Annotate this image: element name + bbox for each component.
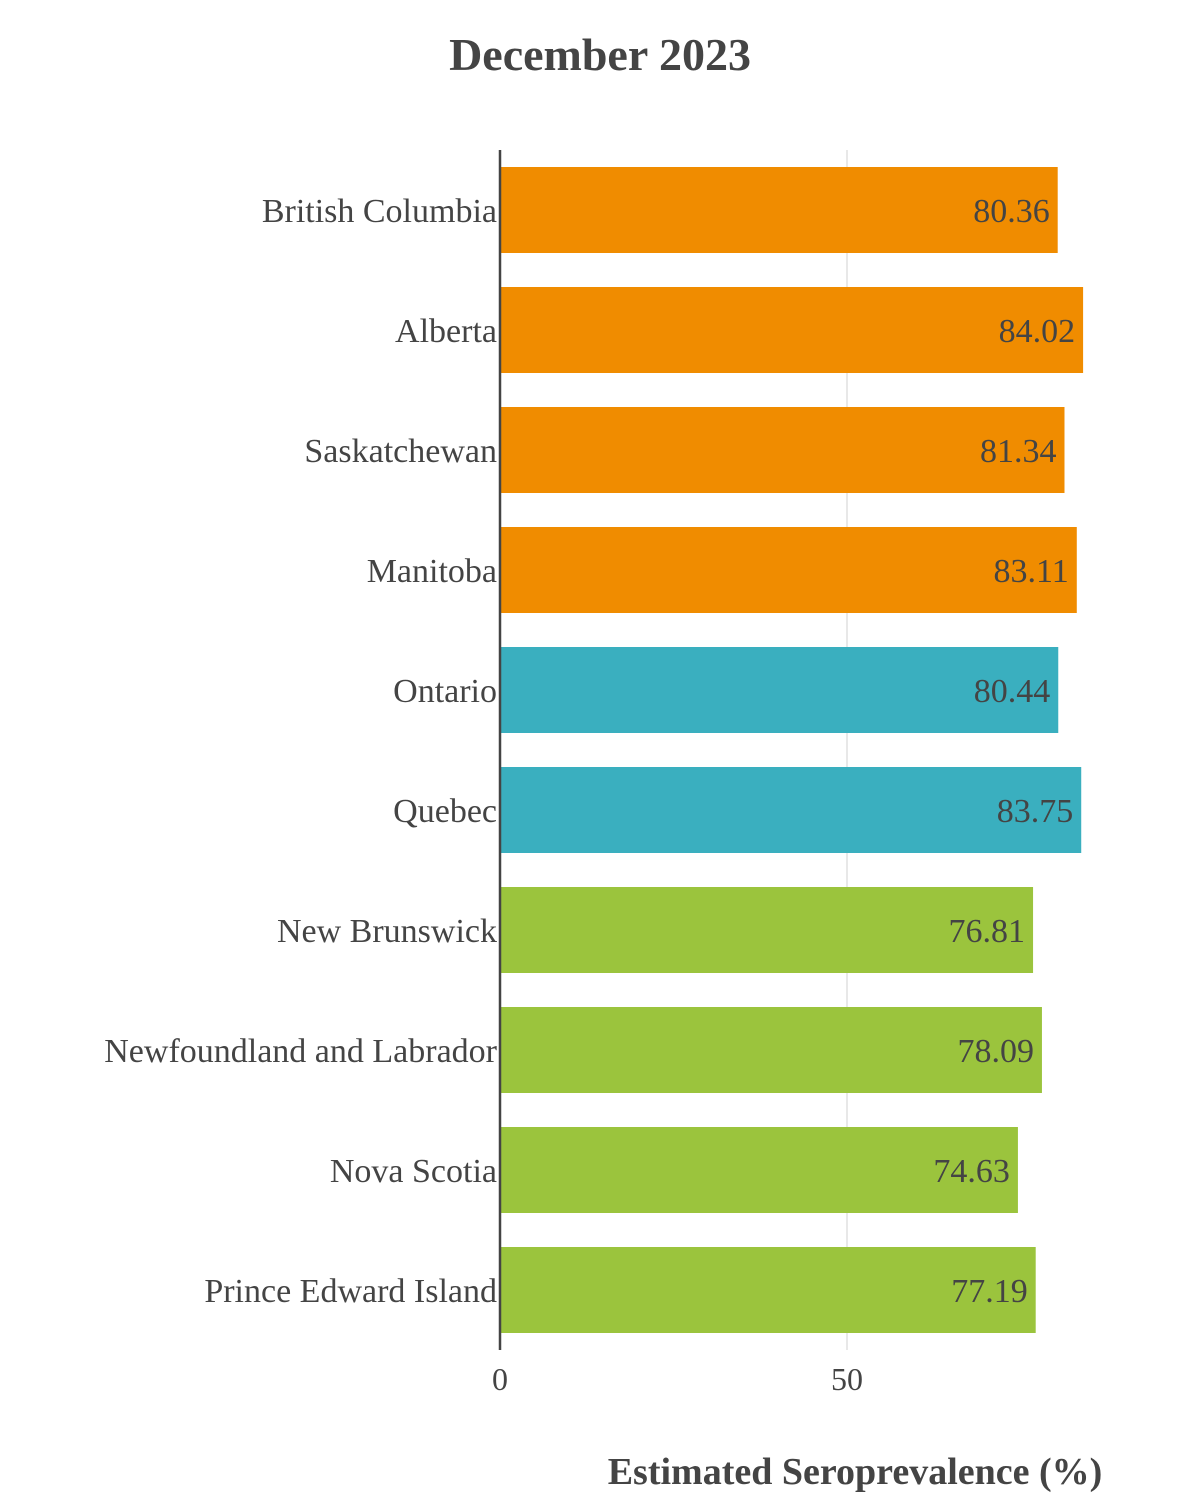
value-label-british-columbia: 80.36: [973, 193, 1050, 230]
value-label-nova-scotia: 74.63: [933, 1153, 1010, 1190]
value-label-newfoundland-and-labrador: 78.09: [957, 1033, 1034, 1070]
value-label-alberta: 84.02: [999, 313, 1076, 350]
value-label-new-brunswick: 76.81: [949, 913, 1026, 950]
x-tick-label-0: 0: [492, 1361, 508, 1397]
category-label-alberta: Alberta: [395, 313, 497, 350]
bar-nova-scotia: [500, 1127, 1018, 1213]
value-label-saskatchewan: 81.34: [980, 433, 1057, 470]
x-tick-label-50: 50: [831, 1361, 863, 1397]
bar-prince-edward-island: [500, 1247, 1036, 1333]
category-label-manitoba: Manitoba: [367, 553, 497, 590]
bar-newfoundland-and-labrador: [500, 1007, 1042, 1093]
value-label-prince-edward-island: 77.19: [951, 1273, 1028, 1310]
value-label-manitoba: 83.11: [994, 553, 1069, 590]
category-label-newfoundland-and-labrador: Newfoundland and Labrador: [104, 1033, 497, 1070]
category-label-ontario: Ontario: [393, 673, 497, 710]
category-label-saskatchewan: Saskatchewan: [304, 433, 497, 470]
bar-layer: [500, 167, 1084, 1333]
bar-ontario: [500, 647, 1059, 733]
value-label-ontario: 80.44: [974, 673, 1051, 710]
category-label-quebec: Quebec: [393, 793, 497, 830]
bar-alberta: [500, 287, 1084, 373]
category-label-prince-edward-island: Prince Edward Island: [204, 1273, 497, 1310]
category-label-new-brunswick: New Brunswick: [277, 913, 497, 950]
bar-saskatchewan: [500, 407, 1065, 493]
bar-quebec: [500, 767, 1082, 853]
label-layer: 80.36 British Columbia 84.02 Alberta 81.34 Sa…: [104, 193, 1075, 1310]
bar-manitoba: [500, 527, 1077, 613]
chart-title: December 2023: [449, 29, 751, 80]
bar-british-columbia: [500, 167, 1058, 253]
bar-new-brunswick: [500, 887, 1034, 973]
category-label-british-columbia: British Columbia: [262, 193, 497, 230]
value-label-quebec: 83.75: [997, 793, 1074, 830]
axis-layer: 0 50: [492, 150, 863, 1397]
category-label-nova-scotia: Nova Scotia: [330, 1153, 497, 1190]
x-axis-title: Estimated Seroprevalence (%): [607, 1451, 1103, 1493]
